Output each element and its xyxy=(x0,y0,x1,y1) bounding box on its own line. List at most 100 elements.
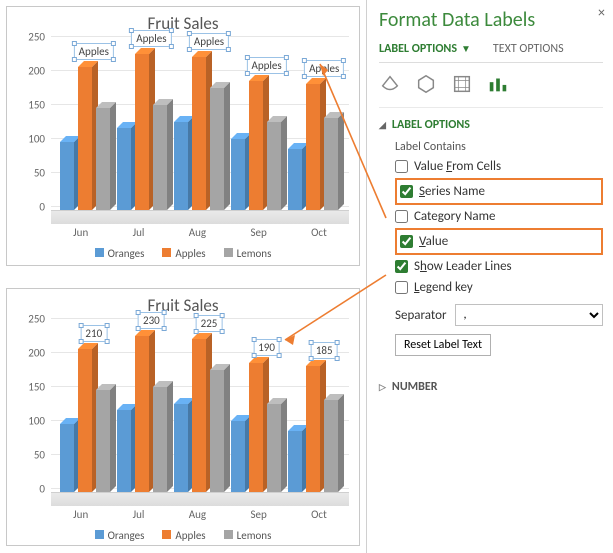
bar-oranges[interactable] xyxy=(231,421,245,492)
bar-lemons[interactable] xyxy=(210,370,224,492)
ytick: 50 xyxy=(13,449,45,462)
bar-lemons[interactable] xyxy=(153,105,167,210)
bar-groups xyxy=(51,318,349,506)
check-series-name[interactable]: Series Name xyxy=(400,181,598,202)
legend-item[interactable]: Oranges xyxy=(95,247,145,260)
bar-lemons[interactable] xyxy=(324,118,338,210)
data-label[interactable]: Apples xyxy=(189,33,229,50)
tab-text-options[interactable]: TEXT OPTIONS xyxy=(493,42,564,62)
legend-item[interactable]: Apples xyxy=(162,529,205,542)
ytick: 250 xyxy=(13,313,45,326)
ytick: 200 xyxy=(13,65,45,78)
section-label-options[interactable]: ◢LABEL OPTIONS xyxy=(379,108,603,136)
bar-oranges[interactable] xyxy=(60,142,74,210)
fill-line-icon[interactable] xyxy=(379,73,401,99)
bar-lemons[interactable] xyxy=(324,400,338,492)
bar-oranges[interactable] xyxy=(60,424,74,492)
size-properties-icon[interactable] xyxy=(451,73,473,99)
x-axis-labels: JunJulAugSepOct xyxy=(7,224,359,239)
check-value-from-cells[interactable]: Value From Cells xyxy=(395,156,603,177)
charts-area: Fruit Sales 0 50 100 150 200 250 Apples Apples Ap… xyxy=(0,0,366,553)
separator-row: Separator , xyxy=(395,298,603,328)
xtick: Jun xyxy=(73,508,88,521)
bar-apples[interactable] xyxy=(78,67,92,210)
data-label[interactable]: Apples xyxy=(131,30,171,47)
ytick: 0 xyxy=(13,483,45,496)
label-contains-header: Label Contains xyxy=(395,136,603,156)
bar-apples[interactable] xyxy=(192,339,206,492)
check-value[interactable]: Value xyxy=(400,231,598,252)
reset-label-text-button[interactable]: Reset Label Text xyxy=(395,334,491,356)
chevron-down-icon: ▼ xyxy=(461,42,471,55)
bar-oranges[interactable] xyxy=(117,128,131,210)
data-label[interactable]: 190 xyxy=(253,339,280,356)
data-label[interactable]: 230 xyxy=(138,312,165,329)
chart-legend: Oranges Apples Lemons xyxy=(7,239,359,264)
bar-lemons[interactable] xyxy=(153,387,167,492)
label-options-icon[interactable] xyxy=(487,73,509,99)
xtick: Sep xyxy=(250,508,266,521)
legend-item[interactable]: Lemons xyxy=(224,529,272,542)
chart-title: Fruit Sales xyxy=(7,289,359,318)
bar-apples[interactable] xyxy=(249,363,263,492)
section-number[interactable]: ▷NUMBER xyxy=(379,370,603,398)
chart-legend: Oranges Apples Lemons xyxy=(7,521,359,546)
ytick: 100 xyxy=(13,415,45,428)
data-label[interactable]: 225 xyxy=(196,315,223,332)
bar-oranges[interactable] xyxy=(174,122,188,210)
data-label[interactable]: Apples xyxy=(304,60,344,77)
ytick: 150 xyxy=(13,99,45,112)
bar-apples[interactable] xyxy=(135,54,149,210)
legend-item[interactable]: Apples xyxy=(162,247,205,260)
x-axis-labels: JunJulAugSepOct xyxy=(7,506,359,521)
highlight-value: Value xyxy=(395,228,603,255)
chart-top-series-name-labels[interactable]: Fruit Sales 0 50 100 150 200 250 Apples Apples Ap… xyxy=(6,6,360,266)
check-category-name[interactable]: Category Name xyxy=(395,206,603,227)
check-legend-key[interactable]: Legend key xyxy=(395,277,603,298)
chart-bottom-value-labels[interactable]: Fruit Sales05010015020025021023022519018… xyxy=(6,288,360,546)
chart-title: Fruit Sales xyxy=(7,7,359,36)
close-icon[interactable]: × xyxy=(598,4,605,21)
ytick: 250 xyxy=(13,31,45,44)
data-label[interactable]: Apples xyxy=(246,57,286,74)
bar-oranges[interactable] xyxy=(288,431,302,492)
expand-icon: ▷ xyxy=(379,382,386,393)
bar-apples[interactable] xyxy=(192,57,206,210)
bar-lemons[interactable] xyxy=(210,88,224,210)
category-icons xyxy=(379,63,603,108)
effects-icon[interactable] xyxy=(415,73,437,99)
bar-lemons[interactable] xyxy=(96,390,110,492)
bar-oranges[interactable] xyxy=(231,139,245,210)
bar-oranges[interactable] xyxy=(117,410,131,492)
bar-lemons[interactable] xyxy=(267,404,281,492)
xtick: Oct xyxy=(311,508,327,521)
xtick: Aug xyxy=(189,226,206,239)
legend-item[interactable]: Oranges xyxy=(95,529,145,542)
bar-lemons[interactable] xyxy=(96,108,110,210)
bar-oranges[interactable] xyxy=(174,404,188,492)
bar-apples[interactable] xyxy=(78,349,92,492)
format-data-labels-pane: Format Data Labels × LABEL OPTIONS▼ TEXT… xyxy=(366,0,613,553)
label-contains-group: Label Contains Value From Cells Series N… xyxy=(379,136,603,356)
legend-item[interactable]: Lemons xyxy=(224,247,272,260)
xtick: Sep xyxy=(250,226,266,239)
xtick: Jul xyxy=(133,226,145,239)
data-label[interactable]: 185 xyxy=(311,342,338,359)
bar-apples[interactable] xyxy=(306,366,320,492)
data-label[interactable]: 210 xyxy=(80,325,107,342)
xtick: Jul xyxy=(133,508,145,521)
bar-apples[interactable] xyxy=(306,84,320,210)
separator-select[interactable]: , xyxy=(455,304,604,326)
ytick: 50 xyxy=(13,167,45,180)
bar-oranges[interactable] xyxy=(288,149,302,210)
data-label[interactable]: Apples xyxy=(74,43,114,60)
bar-lemons[interactable] xyxy=(267,122,281,210)
ytick: 0 xyxy=(13,201,45,214)
bar-apples[interactable] xyxy=(249,81,263,210)
bar-apples[interactable] xyxy=(135,336,149,492)
xtick: Jun xyxy=(73,226,88,239)
tab-label-options[interactable]: LABEL OPTIONS▼ xyxy=(379,42,471,62)
check-show-leader-lines[interactable]: Show Leader Lines xyxy=(395,256,603,277)
ytick: 100 xyxy=(13,133,45,146)
ytick: 150 xyxy=(13,381,45,394)
